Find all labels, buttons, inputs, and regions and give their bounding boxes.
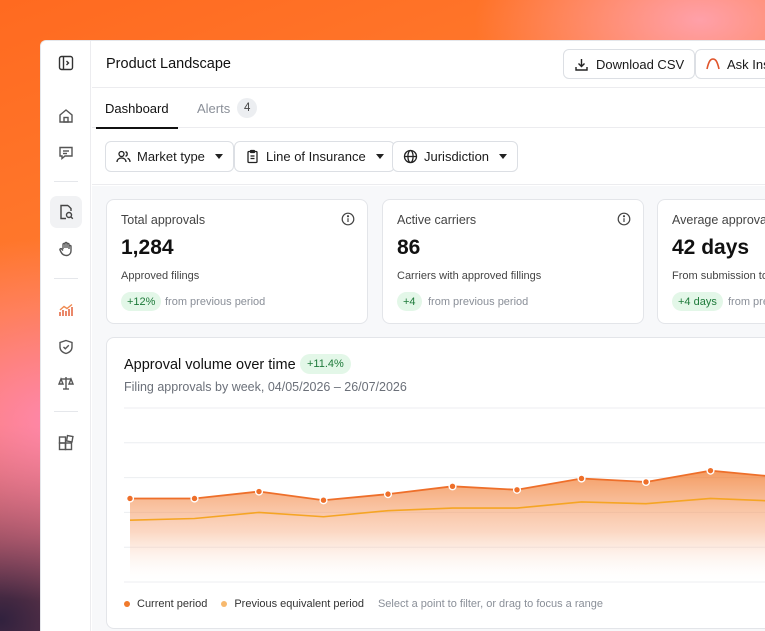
users-icon <box>116 150 131 163</box>
approval-volume-chart[interactable] <box>107 338 765 629</box>
delta-note: from previous period <box>428 296 529 308</box>
chevron-down-icon <box>499 154 508 159</box>
sidebar-item-integrations[interactable] <box>50 427 82 459</box>
chart-hint: Select a point to filter, or drag to foc… <box>377 598 603 610</box>
dashboard-content: Total approvals 1,284 Approved filings +… <box>92 186 765 631</box>
jurisdiction-filter[interactable]: Jurisdiction <box>392 141 519 172</box>
hand-icon <box>59 241 72 257</box>
legend-previous[interactable]: Previous equivalent period <box>221 598 364 610</box>
trend-chart-icon <box>59 303 73 316</box>
ask-button-label: Ask Ins <box>727 56 765 72</box>
clipboard-icon <box>247 149 258 164</box>
current-period-point[interactable] <box>512 485 522 494</box>
chevron-down-icon <box>375 154 384 159</box>
current-period-point[interactable] <box>577 474 586 483</box>
approval-volume-chart-card: Approval volume over time +11.4% Filing … <box>106 337 765 629</box>
sidebar-item-home[interactable] <box>50 100 82 132</box>
page-title: Product Landscape <box>106 56 231 72</box>
sidebar-toggle-button[interactable] <box>50 47 82 79</box>
sidebar <box>41 41 91 631</box>
market-type-filter[interactable]: Market type <box>105 141 234 172</box>
kpi-label: Total approvals <box>121 213 206 227</box>
sidebar-toggle-icon <box>58 55 74 71</box>
chart-change-badge: +11.4% <box>300 354 351 374</box>
legend-current[interactable]: Current period <box>124 598 207 610</box>
info-icon[interactable] <box>341 212 355 226</box>
tab-alerts[interactable]: Alerts 4 <box>197 88 258 128</box>
chart-title: Approval volume over time <box>124 357 296 373</box>
home-icon <box>59 109 73 123</box>
chart-legend: Current period Previous equivalent perio… <box>124 598 603 610</box>
download-icon <box>575 58 588 71</box>
document-search-icon <box>60 204 74 220</box>
current-period-point[interactable] <box>319 496 328 505</box>
delta-note: from pre <box>728 296 765 308</box>
sidebar-item-chat[interactable] <box>50 137 82 169</box>
tab-dashboard[interactable]: Dashboard <box>96 88 178 129</box>
current-period-point[interactable] <box>706 466 715 475</box>
tab-alerts-label: Alerts <box>197 100 231 116</box>
filter-bar: Market type Line of Insurance Jurisdicti… <box>92 129 765 185</box>
kpi-subtitle: From submission to <box>672 270 765 282</box>
kpi-label: Active carriers <box>397 213 477 227</box>
legend-current-label: Current period <box>137 598 208 610</box>
app-window: Product Landscape Download CSV Ask Ins D… <box>40 40 765 631</box>
market-type-label: Market type <box>137 149 205 164</box>
current-period-point[interactable] <box>125 494 135 503</box>
kpi-value: 42 days <box>672 236 750 259</box>
legend-previous-swatch <box>221 601 228 607</box>
kpi-card-active-carriers: Active carriers 86 Carriers with approve… <box>382 199 644 324</box>
sidebar-divider <box>54 411 78 412</box>
current-period-line <box>130 469 765 502</box>
kpi-value: 86 <box>397 236 421 259</box>
sidebar-item-trends[interactable] <box>50 294 82 326</box>
current-period-point[interactable] <box>448 482 457 491</box>
info-icon[interactable] <box>617 212 631 226</box>
sidebar-item-legal[interactable] <box>50 367 82 399</box>
current-period-point[interactable] <box>641 477 651 487</box>
sidebar-divider <box>54 181 78 182</box>
current-period-area <box>130 470 765 582</box>
delta-badge: +4 <box>397 292 422 311</box>
ask-button[interactable]: Ask Ins <box>695 49 765 79</box>
kpi-card-average-approval: Average approva 42 days From submission … <box>657 199 765 324</box>
kpi-subtitle: Carriers with approved fillings <box>397 270 542 282</box>
jurisdiction-label: Jurisdiction <box>424 149 490 164</box>
kpi-subtitle: Approved filings <box>121 270 200 282</box>
kpi-label: Average approva <box>672 213 765 227</box>
chat-icon <box>59 146 73 160</box>
download-csv-button[interactable]: Download CSV <box>563 49 696 79</box>
current-period-point[interactable] <box>383 490 393 499</box>
globe-icon <box>403 149 418 164</box>
legend-previous-label: Previous equivalent period <box>234 598 364 610</box>
alerts-count-badge: 4 <box>237 98 258 118</box>
kpi-card-total-approvals: Total approvals 1,284 Approved filings +… <box>106 199 368 324</box>
main-panel: Product Landscape Download CSV Ask Ins D… <box>92 41 765 631</box>
line-of-insurance-filter[interactable]: Line of Insurance <box>234 141 395 172</box>
chart-subtitle: Filing approvals by week, 04/05/2026 – 2… <box>124 380 407 394</box>
chevron-down-icon <box>214 154 223 159</box>
delta-badge: +12% <box>121 292 162 311</box>
sidebar-item-hand[interactable] <box>50 233 82 265</box>
legend-current-swatch <box>124 601 130 607</box>
kpi-value: 1,284 <box>121 236 174 259</box>
delta-badge: +4 days <box>672 292 723 311</box>
delta-note: from previous period <box>165 296 266 308</box>
download-csv-label: Download CSV <box>596 56 685 72</box>
sidebar-divider <box>54 278 78 279</box>
line-of-insurance-label: Line of Insurance <box>266 149 366 164</box>
previous-period-line <box>129 497 765 522</box>
scale-icon <box>57 377 75 390</box>
sidebar-item-filings[interactable] <box>50 196 82 228</box>
top-bar: Product Landscape Download CSV Ask Ins <box>92 41 765 88</box>
sidebar-item-compliance[interactable] <box>50 331 82 363</box>
brand-arc-icon <box>706 58 720 70</box>
tab-dashboard-label: Dashboard <box>105 100 169 116</box>
current-period-point[interactable] <box>190 494 199 503</box>
blocks-icon <box>58 434 74 451</box>
shield-check-icon <box>59 339 73 355</box>
tab-bar: Dashboard Alerts 4 <box>92 88 765 129</box>
current-period-point[interactable] <box>254 487 264 496</box>
